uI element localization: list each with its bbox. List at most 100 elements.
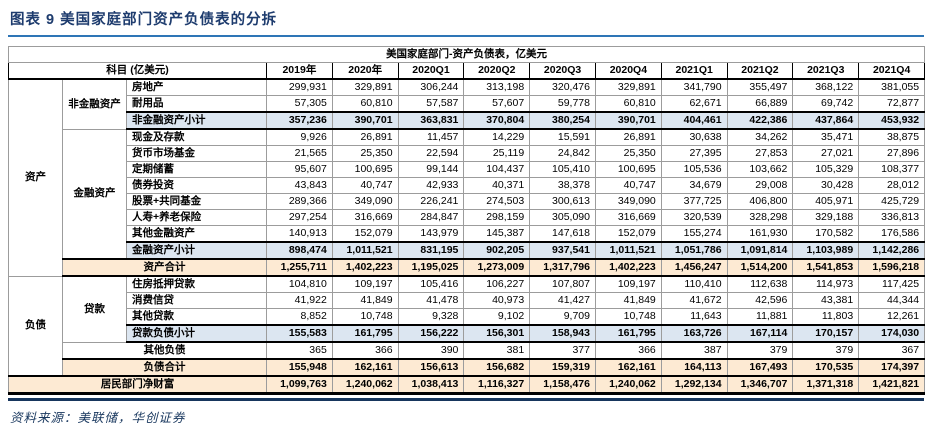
value-cell: 109,197 xyxy=(594,275,662,293)
value-cell: 1,421,821 xyxy=(858,375,926,395)
value-cell: 109,197 xyxy=(331,275,399,293)
value-cell: 161,795 xyxy=(594,324,662,343)
table-row: 股票+共同基金 289,366 349,090 226,241 274,503 300,6… xyxy=(9,193,926,210)
value-cell: 156,301 xyxy=(463,324,531,343)
value-cell: 349,090 xyxy=(331,193,399,210)
value-cell: 38,378 xyxy=(529,177,596,194)
value-cell: 1,158,476 xyxy=(529,375,596,395)
value-cell: 329,188 xyxy=(792,209,860,226)
row-label: 耐用品 xyxy=(126,95,267,113)
row-label: 货币市场基金 xyxy=(126,145,267,162)
table-header-row: 科目 (亿美元) 2019年 2020年 2020Q1 2020Q2 2020Q3 2020… xyxy=(8,62,926,80)
value-cell: 11,803 xyxy=(792,308,860,326)
value-cell: 9,926 xyxy=(266,128,333,146)
value-cell: 379 xyxy=(726,341,794,360)
value-cell: 147,618 xyxy=(529,225,596,243)
value-cell: 1,240,062 xyxy=(331,375,399,395)
value-cell: 355,497 xyxy=(726,78,794,96)
value-cell: 117,425 xyxy=(858,275,926,293)
value-cell: 1,240,062 xyxy=(594,375,662,395)
value-cell: 1,273,009 xyxy=(463,258,531,277)
value-cell: 29,008 xyxy=(726,177,794,194)
table-row: 负债 贷款 住房抵押贷款 104,810 109,197 105,416 106,227 10… xyxy=(8,275,926,377)
value-cell: 99,144 xyxy=(397,161,465,178)
value-cell: 1,255,711 xyxy=(266,258,333,277)
value-cell: 299,931 xyxy=(266,78,333,96)
value-cell: 902,205 xyxy=(463,241,531,260)
value-cell: 366 xyxy=(331,341,399,360)
corner-header: 科目 (亿美元) xyxy=(8,62,267,80)
value-cell: 34,262 xyxy=(726,128,794,146)
row-label: 房地产 xyxy=(126,78,267,96)
value-cell: 40,371 xyxy=(463,177,531,194)
value-cell: 40,747 xyxy=(331,177,399,194)
value-cell: 155,948 xyxy=(266,358,333,377)
value-cell: 11,881 xyxy=(726,308,794,326)
value-cell: 1,011,521 xyxy=(594,241,662,260)
row-label: 非金融资产小计 xyxy=(126,111,267,130)
table-row: 负债合计 155,948 162,161 156,613 156,682 159,319 1… xyxy=(9,358,926,377)
row-label: 消费信贷 xyxy=(126,292,267,309)
table-row: 其他贷款 8,852 10,748 9,328 9,102 9,709 10,748 11,6… xyxy=(9,308,926,326)
value-cell: 306,244 xyxy=(397,78,465,96)
value-cell: 105,410 xyxy=(529,161,596,178)
value-cell: 41,427 xyxy=(529,292,596,309)
value-cell: 453,932 xyxy=(858,111,926,130)
source-note: 资料来源：美联储，华创证券 xyxy=(10,411,186,425)
value-cell: 170,535 xyxy=(792,358,860,377)
value-cell: 30,428 xyxy=(792,177,860,194)
value-cell: 38,875 xyxy=(858,128,926,146)
value-cell: 42,596 xyxy=(726,292,794,309)
column-header: 2020Q3 xyxy=(529,62,596,80)
value-cell: 1,038,413 xyxy=(397,375,465,395)
value-cell: 316,669 xyxy=(331,209,399,226)
row-label: 其他负债 xyxy=(62,341,267,360)
value-cell: 163,726 xyxy=(660,324,728,343)
value-cell: 422,386 xyxy=(726,111,794,130)
value-cell: 26,891 xyxy=(594,128,662,146)
value-cell: 370,804 xyxy=(463,111,531,130)
table-row: 消费信贷 41,922 41,849 41,478 40,973 41,427 41,849… xyxy=(9,292,926,309)
value-cell: 377,725 xyxy=(660,193,728,210)
value-cell: 40,747 xyxy=(594,177,662,194)
value-cell: 1,402,223 xyxy=(331,258,399,277)
value-cell: 28,012 xyxy=(858,177,926,194)
value-cell: 328,298 xyxy=(726,209,794,226)
value-cell: 377 xyxy=(529,341,596,360)
value-cell: 25,350 xyxy=(594,145,662,162)
value-cell: 41,672 xyxy=(660,292,728,309)
value-cell: 831,195 xyxy=(397,241,465,260)
value-cell: 1,317,796 xyxy=(529,258,596,277)
value-cell: 34,679 xyxy=(660,177,728,194)
value-cell: 367 xyxy=(858,341,926,360)
column-header: 2021Q4 xyxy=(858,62,926,80)
column-header: 2020年 xyxy=(331,62,399,80)
group-cell: 负债 xyxy=(8,275,63,377)
value-cell: 158,943 xyxy=(529,324,596,343)
column-header: 2021Q3 xyxy=(792,62,860,80)
value-cell: 1,514,200 xyxy=(726,258,794,277)
value-cell: 226,241 xyxy=(397,193,465,210)
value-cell: 57,305 xyxy=(266,95,333,113)
table-row: 其他负债 365 366 390 381 377 366 387 379 379 367 xyxy=(9,341,926,360)
value-cell: 27,853 xyxy=(726,145,794,162)
table-row: 非金融资产小计 357,236 390,701 363,831 370,804 380,2… xyxy=(9,111,926,130)
value-cell: 341,790 xyxy=(660,78,728,96)
value-cell: 95,607 xyxy=(266,161,333,178)
value-cell: 110,410 xyxy=(660,275,728,293)
value-cell: 297,254 xyxy=(266,209,333,226)
value-cell: 140,913 xyxy=(266,225,333,243)
row-label: 住房抵押贷款 xyxy=(126,275,267,293)
row-label: 其他金融资产 xyxy=(126,225,267,243)
value-cell: 114,973 xyxy=(792,275,860,293)
row-label: 负债合计 xyxy=(62,358,267,377)
value-cell: 289,366 xyxy=(266,193,333,210)
value-cell: 363,831 xyxy=(397,111,465,130)
value-cell: 152,079 xyxy=(594,225,662,243)
value-cell: 105,329 xyxy=(792,161,860,178)
column-header: 2020Q1 xyxy=(397,62,465,80)
value-cell: 1,371,318 xyxy=(792,375,860,395)
value-cell: 41,849 xyxy=(594,292,662,309)
value-cell: 69,742 xyxy=(792,95,860,113)
value-cell: 59,778 xyxy=(529,95,596,113)
